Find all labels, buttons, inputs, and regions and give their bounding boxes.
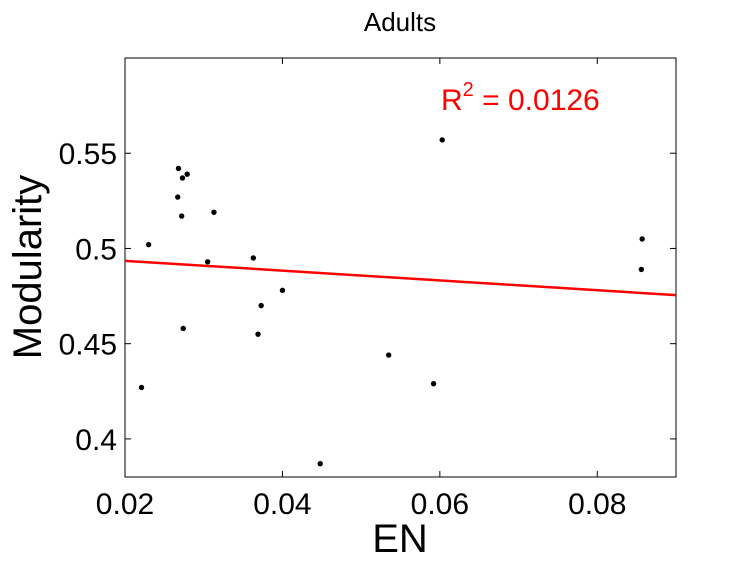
r-squared-superscript: 2 bbox=[463, 79, 474, 101]
data-point bbox=[258, 302, 264, 309]
data-point bbox=[279, 287, 286, 294]
data-point bbox=[255, 331, 261, 337]
x-axis-tick-labels: 0.02 0.04 0.06 0.08 bbox=[96, 488, 627, 521]
data-point bbox=[138, 384, 145, 391]
data-point bbox=[145, 241, 152, 248]
data-point bbox=[385, 352, 392, 358]
y-axis-label: Modularity bbox=[6, 175, 50, 360]
data-point bbox=[178, 213, 185, 219]
y-axis-ticks bbox=[125, 152, 676, 440]
r-squared-base: R bbox=[441, 84, 463, 117]
r-squared-annotation: R2 = 0.0126 bbox=[441, 79, 600, 117]
data-point bbox=[179, 175, 186, 181]
data-point bbox=[317, 460, 323, 467]
data-point bbox=[184, 171, 190, 177]
data-point bbox=[250, 255, 257, 261]
y-tick-label: 0.55 bbox=[59, 138, 117, 171]
x-axis-label: EN bbox=[372, 517, 428, 561]
x-tick-label: 0.08 bbox=[568, 488, 626, 521]
data-point bbox=[175, 194, 181, 200]
x-axis-ticks bbox=[124, 58, 598, 477]
x-tick-label: 0.02 bbox=[96, 488, 154, 521]
y-tick-label: 0.45 bbox=[59, 329, 117, 362]
y-tick-label: 0.4 bbox=[75, 424, 117, 457]
chart-title: Adults bbox=[364, 7, 436, 37]
y-tick-label: 0.5 bbox=[75, 233, 117, 266]
data-point bbox=[430, 380, 437, 387]
r-squared-value: = 0.0126 bbox=[474, 84, 600, 117]
x-tick-label: 0.06 bbox=[411, 488, 469, 521]
data-point bbox=[180, 325, 186, 332]
data-point bbox=[204, 259, 211, 265]
y-axis-tick-labels: 0.4 0.45 0.5 0.55 bbox=[59, 138, 117, 457]
regression-line bbox=[124, 259, 677, 297]
data-point bbox=[639, 236, 645, 242]
data-point bbox=[439, 137, 445, 143]
x-tick-label: 0.04 bbox=[253, 488, 311, 521]
data-point bbox=[211, 209, 217, 215]
data-point bbox=[175, 165, 182, 172]
data-points bbox=[138, 137, 645, 467]
plot-area bbox=[124, 57, 677, 478]
data-point bbox=[638, 266, 645, 273]
